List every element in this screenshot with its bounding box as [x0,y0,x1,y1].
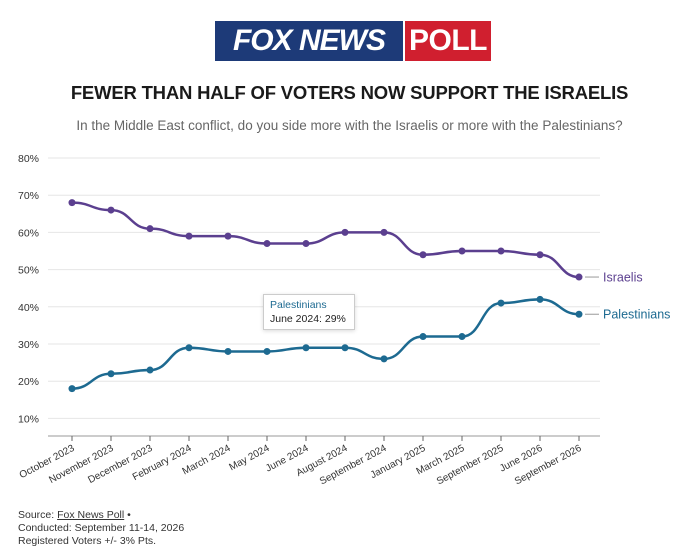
source-link[interactable]: Fox News Poll [57,509,125,521]
series-label: Palestinians [603,308,670,322]
data-point [146,366,154,374]
data-point [68,385,76,393]
data-point [419,251,427,259]
data-point [341,228,349,236]
data-point [380,228,388,236]
chart-title: FEWER THAN HALF OF VOTERS NOW SUPPORT TH… [70,82,629,103]
data-point [536,295,544,303]
line-chart: 10%20%30%40%50%60%70%80%October 2023Nove… [18,153,671,488]
tooltip-series: Palestinians [270,299,327,311]
conducted-line: Conducted: September 11-14, 2026 [18,522,185,534]
y-tick-label: 10% [18,413,39,425]
data-point [575,310,583,318]
data-point [263,240,271,248]
data-point [68,199,76,207]
data-point [224,232,232,240]
y-tick-label: 70% [18,190,39,202]
data-point [302,240,310,248]
chart-footer: Source: Fox News Poll • Conducted: Septe… [18,509,184,548]
y-tick-label: 40% [18,302,39,314]
y-tick-label: 80% [18,153,39,165]
series-line-israelis [71,201,580,279]
series-line-palestinians [71,298,580,390]
data-point [107,370,115,378]
data-point [302,344,310,352]
x-tick-label: September 2024 [318,443,389,488]
data-point [341,344,349,352]
y-tick-label: 50% [18,265,39,277]
chart-subtitle: In the Middle East conflict, do you side… [76,118,623,133]
source-prefix: Source: [18,509,55,521]
logo-poll: POLL [403,21,491,61]
data-point [497,247,505,255]
data-point [146,225,154,233]
data-point [419,333,427,341]
data-point [224,347,232,355]
data-tooltip: Palestinians June 2024: 29% [263,294,355,330]
data-point [185,344,193,352]
sample-line: Registered Voters +/- 3% Pts. [18,535,157,547]
data-point [458,247,466,255]
data-point [263,347,271,355]
data-point [458,333,466,341]
source-suffix: • [127,509,131,521]
data-point [536,251,544,259]
logo-fox-news: FOX NEWS [215,21,403,61]
data-point [380,355,388,363]
data-point [575,273,583,281]
tooltip-value: June 2024: 29% [270,313,346,325]
data-point [185,232,193,240]
series-label: Israelis [603,271,643,285]
data-point [107,206,115,214]
y-tick-label: 20% [18,376,39,388]
x-tick-label: September 2025 [435,443,506,488]
source-line: Source: Fox News Poll • [18,509,184,522]
x-tick-label: September 2026 [513,443,584,488]
fox-news-poll-logo: FOX NEWS POLL [215,21,491,61]
data-point [497,299,505,307]
y-tick-label: 60% [18,227,39,239]
y-tick-label: 30% [18,339,39,351]
